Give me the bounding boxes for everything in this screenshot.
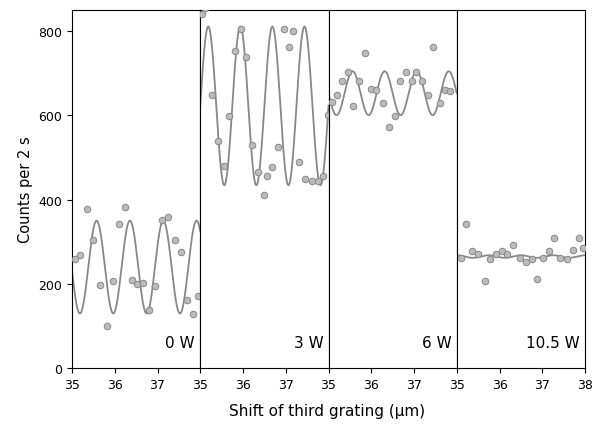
Point — [480, 277, 490, 284]
Point — [395, 78, 405, 85]
Point — [379, 101, 388, 107]
Point — [151, 283, 160, 290]
Point — [319, 173, 328, 180]
Point — [423, 92, 433, 99]
Point — [401, 69, 411, 76]
Point — [279, 26, 289, 33]
Point — [502, 250, 512, 257]
Point — [219, 163, 229, 170]
Point — [385, 124, 394, 131]
Point — [230, 49, 240, 55]
Point — [267, 164, 277, 171]
Text: Shift of third grating (μm): Shift of third grating (μm) — [229, 403, 425, 418]
Y-axis label: Counts per 2 s: Counts per 2 s — [18, 136, 33, 243]
Point — [89, 237, 98, 244]
Point — [355, 78, 364, 85]
Point — [170, 237, 179, 244]
Point — [491, 250, 501, 257]
Point — [75, 252, 85, 259]
Point — [360, 50, 370, 57]
Point — [114, 221, 124, 228]
Point — [343, 69, 353, 76]
Point — [144, 307, 154, 314]
Point — [407, 78, 416, 85]
Point — [568, 247, 578, 254]
Text: 0 W: 0 W — [166, 336, 195, 351]
Point — [440, 87, 449, 94]
Point — [95, 282, 104, 288]
Point — [508, 242, 518, 249]
Point — [417, 79, 427, 86]
Point — [332, 92, 342, 99]
Point — [485, 256, 495, 262]
Point — [127, 276, 137, 283]
Point — [574, 235, 583, 242]
Point — [544, 248, 553, 255]
Point — [289, 28, 298, 35]
Point — [428, 44, 438, 51]
Text: 6 W: 6 W — [422, 336, 452, 351]
Point — [461, 221, 471, 228]
Point — [349, 103, 358, 110]
Point — [248, 142, 257, 149]
Point — [521, 259, 531, 266]
Point — [157, 217, 167, 224]
Point — [371, 87, 381, 94]
Point — [138, 280, 148, 287]
Point — [412, 69, 421, 76]
Point — [121, 204, 130, 211]
Point — [208, 92, 217, 99]
Point — [273, 144, 283, 151]
Point — [259, 193, 268, 199]
Point — [578, 245, 587, 252]
Point — [224, 113, 234, 120]
Point — [562, 256, 572, 262]
Point — [307, 178, 317, 184]
Point — [284, 44, 294, 51]
Point — [188, 311, 197, 318]
Point — [200, 5, 210, 12]
Point — [556, 255, 565, 262]
Point — [390, 113, 400, 120]
Point — [446, 88, 455, 95]
Point — [532, 276, 542, 282]
Point — [242, 55, 251, 61]
Point — [193, 293, 203, 299]
Point — [108, 277, 118, 284]
Point — [182, 297, 191, 304]
Point — [214, 138, 223, 145]
Point — [71, 256, 80, 263]
Point — [550, 236, 559, 242]
Point — [527, 256, 536, 262]
Text: 10.5 W: 10.5 W — [526, 336, 580, 351]
Point — [538, 255, 548, 262]
Point — [236, 26, 245, 33]
Point — [473, 250, 483, 257]
Point — [435, 101, 445, 107]
Point — [262, 173, 271, 180]
Point — [132, 281, 142, 288]
Point — [327, 99, 337, 106]
Point — [176, 249, 186, 256]
Point — [467, 248, 476, 255]
Point — [197, 12, 207, 18]
Point — [313, 178, 323, 184]
Point — [102, 323, 112, 330]
Point — [456, 255, 466, 262]
Point — [337, 79, 347, 86]
Point — [367, 86, 376, 93]
Point — [497, 248, 506, 255]
Point — [163, 214, 173, 221]
Point — [82, 206, 92, 213]
Text: 3 W: 3 W — [293, 336, 323, 351]
Point — [515, 255, 525, 262]
Point — [253, 169, 263, 176]
Point — [323, 112, 332, 119]
Point — [300, 176, 310, 183]
Point — [295, 159, 304, 166]
